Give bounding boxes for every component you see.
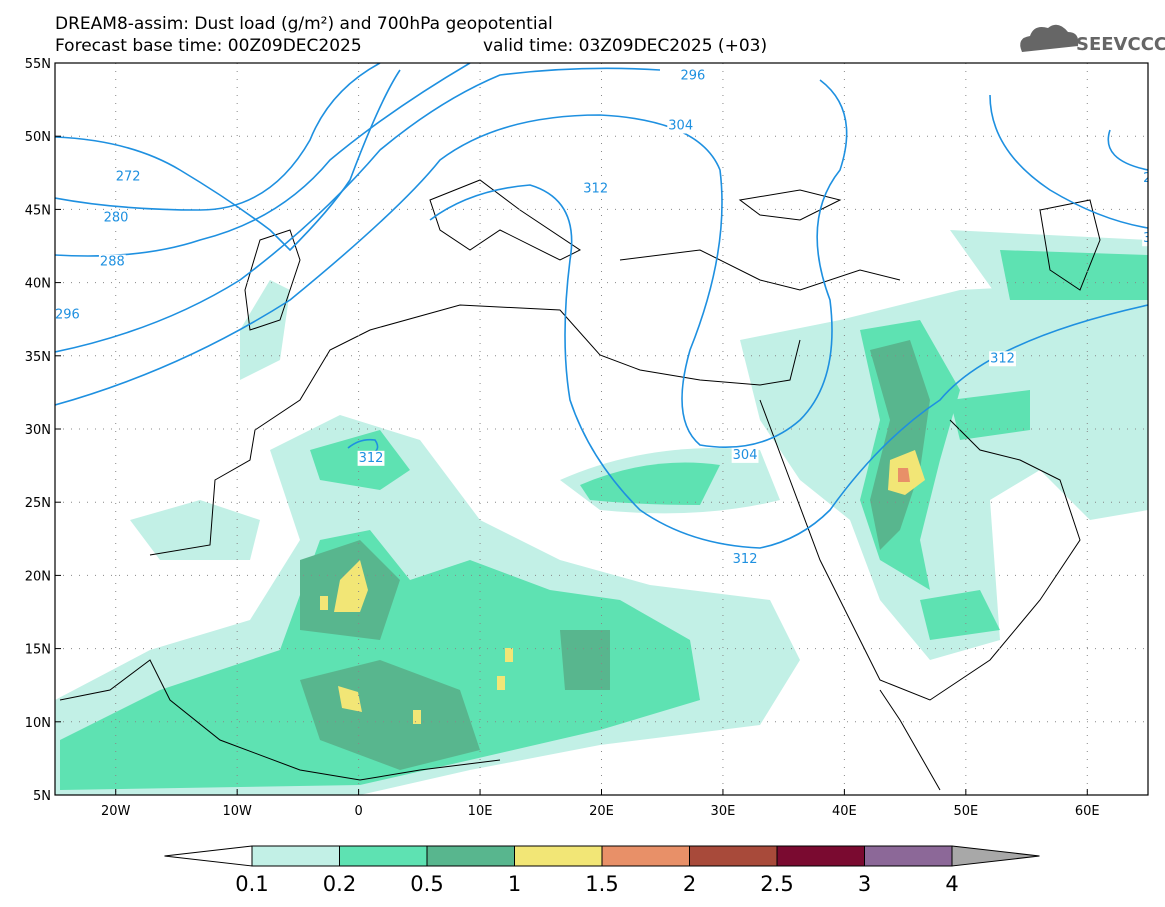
- contour-label: 29: [1143, 171, 1160, 186]
- contour-labels: 272 280 288 296 296 304 312 312 304 312 312 29 30: [55, 68, 1160, 567]
- contour-label-bg: [667, 118, 695, 134]
- contour-label-bg: [582, 181, 610, 197]
- colorbar-box: [251, 845, 340, 867]
- base-time: Forecast base time: 00Z09DEC2025: [55, 36, 362, 56]
- colorbar-label: 2.5: [760, 872, 793, 896]
- lon-tick-label: 10W: [222, 804, 252, 819]
- dust-area: [560, 630, 610, 690]
- colorbar-box: [426, 845, 515, 867]
- contour-label-bg: [55, 307, 81, 323]
- contour-label-bg: [679, 68, 707, 84]
- contour-label: 288: [100, 255, 125, 270]
- contour-label: 304: [733, 448, 758, 463]
- lon-tick-label: 60E: [1075, 804, 1100, 819]
- contour-label-bg: [98, 254, 126, 270]
- contour-label: 312: [359, 451, 384, 466]
- contour-label-bg: [357, 450, 385, 466]
- dust-area: [1000, 250, 1148, 300]
- lon-tick-label: 30E: [711, 804, 736, 819]
- contour-label: 30: [1143, 231, 1160, 246]
- map: 272 280 288 296 296 304 312 312 304 312 312 29 30: [55, 63, 1160, 795]
- coastlines: [59, 179, 1101, 791]
- lat-tick-label: 15N: [25, 643, 51, 658]
- lon-tick-label: 20E: [589, 804, 614, 819]
- colorbar-label: 0.1: [235, 872, 268, 896]
- dust-area: [320, 596, 328, 610]
- colorbar-box: [776, 845, 865, 867]
- title: DREAM8-assim: Dust load (g/m²) and 700hP…: [55, 14, 553, 34]
- logo-text: SEEVCCC: [1076, 34, 1165, 55]
- colorbar-label: 1.5: [585, 872, 618, 896]
- dust-area: [497, 676, 505, 690]
- colorbar-label: 3: [858, 872, 871, 896]
- lat-tick-label: 35N: [25, 350, 51, 365]
- dust-area: [870, 340, 930, 550]
- colorbar-box: [689, 845, 778, 867]
- contour-label-bg: [731, 447, 759, 463]
- contour-label-bg: [731, 551, 759, 567]
- colorbar-arrow: [164, 845, 253, 867]
- colorbar-box: [864, 845, 953, 867]
- dust-field: [55, 230, 1148, 795]
- contour-label-bg: [102, 210, 130, 226]
- dust-area: [300, 660, 480, 770]
- dust-area: [505, 648, 513, 662]
- dust-area: [240, 280, 290, 380]
- lat-tick-label: 5N: [33, 789, 51, 804]
- colorbar-label: 2: [683, 872, 696, 896]
- dust-area: [130, 500, 260, 560]
- lon-tick-label: 50E: [953, 804, 978, 819]
- contour-label: 296: [55, 307, 80, 322]
- colorbar-label: 0.2: [323, 872, 356, 896]
- contour-label-bg: [114, 169, 142, 185]
- dust-area: [920, 590, 1000, 640]
- lon-tick-label: 40E: [832, 804, 857, 819]
- contour-label-bg: [1142, 231, 1148, 247]
- dust-area: [413, 710, 421, 724]
- lat-tick-label: 25N: [25, 496, 51, 511]
- lat-tick-label: 30N: [25, 423, 51, 438]
- lon-tick-label: 20W: [101, 804, 131, 819]
- geopotential-contours: [55, 63, 1148, 549]
- colorbar-label: 0.5: [410, 872, 443, 896]
- contour-label-bg: [989, 351, 1016, 367]
- dust-area: [338, 686, 362, 712]
- lat-tick-label: 50N: [25, 130, 51, 145]
- contour-label: 304: [668, 118, 693, 133]
- contour-label: 312: [733, 552, 758, 567]
- colorbar-box: [601, 845, 690, 867]
- lat-tick-label: 40N: [25, 277, 51, 292]
- lat-tick-label: 55N: [25, 57, 51, 72]
- lon-tick-label: 10E: [468, 804, 493, 819]
- lon-tick-label: 0: [354, 804, 362, 819]
- contour-label: 280: [104, 211, 129, 226]
- contour-label: 272: [116, 170, 141, 185]
- lat-tick-label: 10N: [25, 716, 51, 731]
- contour-label: 296: [680, 69, 705, 84]
- colorbar-label: 4: [945, 872, 958, 896]
- lat-tick-label: 45N: [25, 203, 51, 218]
- valid-time: valid time: 03Z09DEC2025 (+03): [483, 36, 767, 56]
- dust-area: [334, 560, 368, 612]
- contour-label: 312: [990, 351, 1015, 366]
- dust-area: [950, 390, 1030, 440]
- colorbar-arrow: [951, 845, 1040, 867]
- axes: 55N 50N 45N 40N 35N 30N 25N 20N 15N 10N 5N 20W 10W 0 1…: [25, 57, 1100, 819]
- dust-area: [580, 462, 720, 505]
- dust-area: [740, 280, 1148, 660]
- dust-area: [898, 468, 910, 482]
- colorbar-box: [514, 845, 603, 867]
- colorbar-box: [339, 845, 428, 867]
- lat-tick-label: 20N: [25, 569, 51, 584]
- contour-label: 312: [583, 181, 608, 196]
- logo: SEEVCCC: [1020, 24, 1165, 55]
- colorbar-label: 1: [508, 872, 521, 896]
- colorbar: 0.1 0.2 0.5 1 1.5 2 2.5 3 4: [164, 845, 1040, 896]
- contour-label-bg: [1142, 171, 1148, 187]
